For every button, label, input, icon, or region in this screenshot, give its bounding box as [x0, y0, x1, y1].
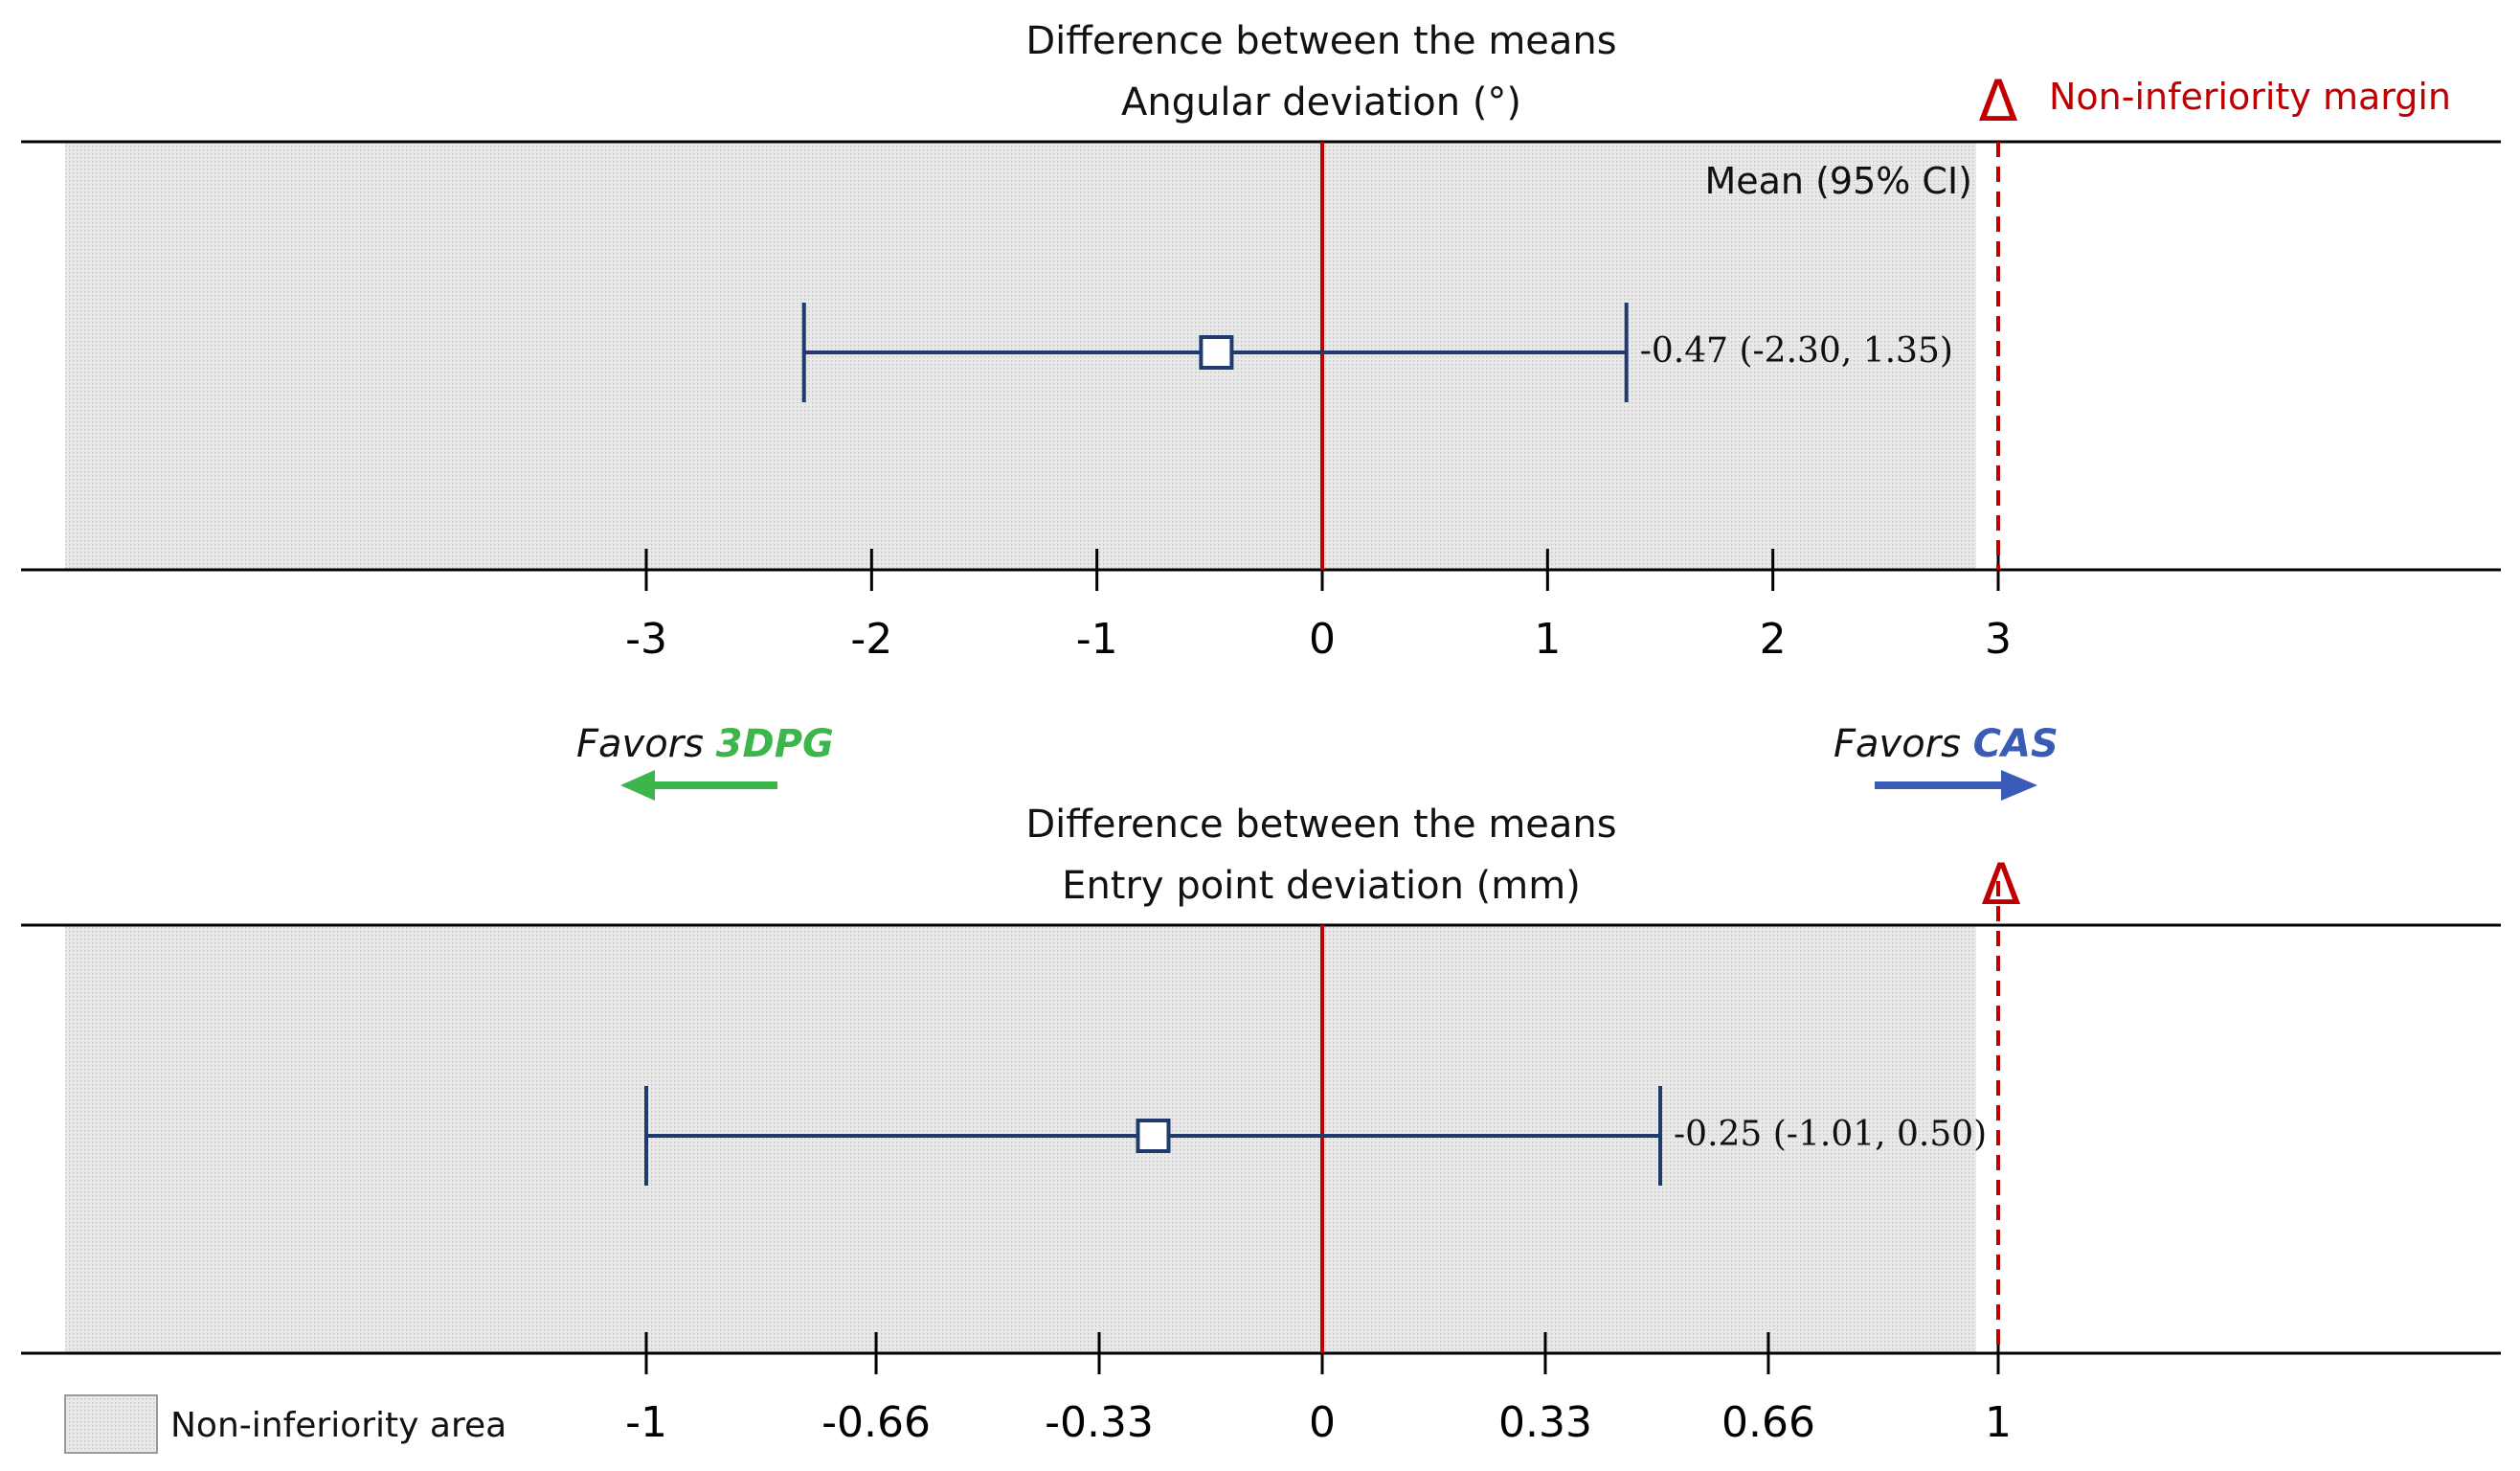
margin-delta-symbol-1: Δ	[1978, 68, 2017, 135]
legend-label: Non-inferiority area	[170, 1406, 506, 1445]
favors-left-word: Favors	[576, 722, 704, 766]
tick-label: 3	[1985, 615, 2012, 664]
margin-label: Non-inferiority margin	[2049, 76, 2451, 118]
favors-left: Favors 3DPG	[576, 722, 834, 801]
favors-left-arrow-head	[620, 770, 655, 801]
tick-label: 1	[1534, 615, 1561, 664]
favors-right-arrow-head	[2001, 770, 2037, 801]
svg-text:Favors CAS: Favors CAS	[1834, 722, 2059, 766]
favors-right: Favors CAS	[1834, 722, 2059, 801]
non-inferiority-area-1	[65, 142, 1976, 570]
ci-label-2: -0.25 (-1.01, 0.50)	[1674, 1115, 1987, 1154]
tick-label: -1	[1076, 615, 1118, 664]
mean-marker-2	[1136, 1119, 1171, 1153]
tick-label: 0	[1309, 1398, 1336, 1447]
tick-label: 0.66	[1721, 1398, 1815, 1447]
tick-label: 0	[1309, 615, 1336, 664]
tick-label: 1	[1985, 1398, 2012, 1447]
panel-1-title-line-2: Angular deviation (°)	[1121, 80, 1521, 124]
tick-label: -1	[625, 1398, 667, 1447]
margin-delta-symbol-2: Δ	[1981, 851, 2020, 918]
tick-label: 0.33	[1498, 1398, 1592, 1447]
tick-label: -3	[625, 615, 667, 664]
legend: Non-inferiority area	[64, 1394, 506, 1454]
panel-angular: -3 -2 -1 0 1 2 3 -0.47 (-2.30, 1.35) Mean (95%…	[21, 19, 2501, 664]
tick-label: 2	[1760, 615, 1787, 664]
panel-entry-point: -1 -0.66 -0.33 0 0.33 0.66 1 -0.25 (-1.01, 0.5…	[21, 803, 2501, 1447]
ci-header: Mean (95% CI)	[1704, 160, 1972, 202]
favors-right-group: CAS	[1973, 722, 2059, 766]
ci-label-1: -0.47 (-2.30, 1.35)	[1640, 331, 1953, 371]
panel-2-title-line-2: Entry point deviation (mm)	[1062, 864, 1581, 908]
panel-2-title-line-1: Difference between the means	[1025, 803, 1616, 847]
panel-1-title-line-1: Difference between the means	[1025, 19, 1616, 63]
tick-label: -2	[850, 615, 892, 664]
svg-text:Favors 3DPG: Favors 3DPG	[576, 722, 834, 766]
panel-2-ticks: -1 -0.66 -0.33 0 0.33 0.66 1	[625, 1332, 2012, 1447]
favors-right-word: Favors	[1834, 722, 1961, 766]
tick-label: -0.66	[821, 1398, 931, 1447]
panel-1-ticks: -3 -2 -1 0 1 2 3	[625, 549, 2012, 664]
mean-marker-1	[1199, 335, 1234, 370]
non-inferiority-area-2	[65, 925, 1976, 1353]
legend-swatch	[64, 1394, 158, 1454]
favors-left-group: 3DPG	[716, 722, 834, 766]
tick-label: -0.33	[1045, 1398, 1154, 1447]
